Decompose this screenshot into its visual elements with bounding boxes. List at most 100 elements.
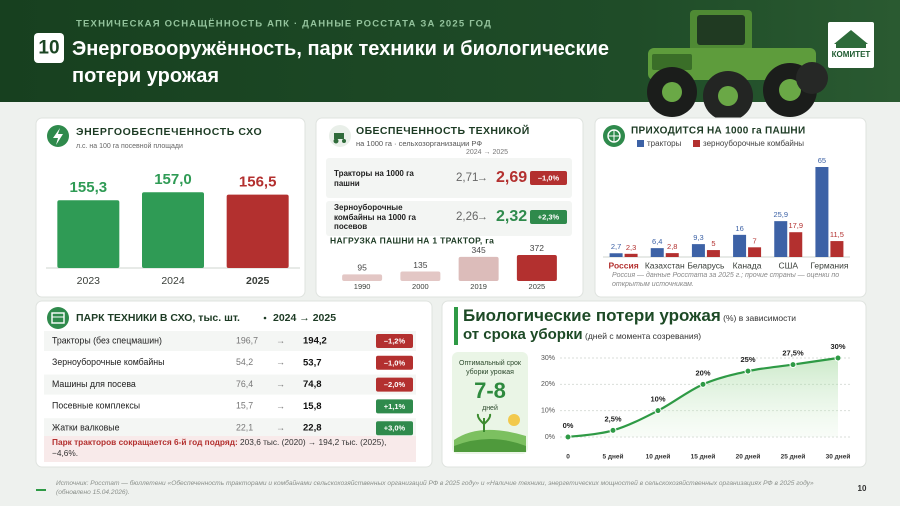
x-tick-label: Беларусь: [687, 260, 725, 270]
bar: [57, 200, 120, 268]
bar: [142, 192, 204, 268]
value-label: 25,9: [773, 210, 788, 219]
change-badge: [376, 334, 413, 348]
loss-area: [568, 358, 838, 437]
x-tick-label: 20 дней: [736, 453, 761, 461]
footer-source: Источник: Росстат — бюллетени «Обеспечен…: [56, 480, 814, 496]
loss-title: Биологические потери урожая (%) в зависи…: [463, 306, 796, 326]
row-bg: [44, 331, 416, 351]
arrow: →: [477, 211, 488, 223]
value-label: 95: [357, 263, 367, 273]
accent-bar: [454, 307, 458, 345]
panel-title: ПРИХОДИТСЯ НА 1000 га ПАШНИ: [631, 126, 805, 137]
value-from: 54,2: [236, 357, 253, 367]
bar: [609, 253, 623, 257]
change-label: +2,3%: [538, 212, 560, 221]
loss-title-main: Биологические потери урожая: [463, 306, 721, 325]
value-from: 2,71: [456, 172, 478, 184]
logo: КОМИТЕТ: [828, 22, 874, 68]
row-bg: [44, 374, 416, 395]
point: [744, 367, 752, 375]
chart-note: Россия — данные Росстата за 2025 г.; про…: [612, 272, 840, 288]
x-tick-label: 2000: [412, 282, 429, 291]
value-label: 2,8: [667, 242, 677, 251]
value-from: 196,7: [236, 335, 258, 345]
panel-title: ОБЕСПЕЧЕННОСТЬ ТЕХНИКОЙ: [356, 124, 530, 137]
point: [699, 380, 707, 388]
value-to: 2,69: [496, 169, 527, 186]
change-badge: [376, 355, 413, 370]
note-rest: 203,6 тыс. (2020) → 194,2 тыс. (2025), −…: [52, 437, 387, 458]
x-tick-label: Канада: [733, 260, 762, 270]
tractor-illustration: [647, 10, 828, 121]
fleet-note: Парк тракторов сокращается 6-й год подря…: [52, 437, 412, 459]
panel-subtitle: на 1000 га · сельхозорганизации РФ: [356, 139, 482, 148]
change-label: –1,2%: [384, 336, 406, 345]
value-label: 30%: [830, 342, 845, 351]
arrow: →: [276, 401, 285, 411]
arrow: →: [276, 423, 285, 433]
value-label: 10%: [650, 395, 665, 404]
x-tick-label: 2025: [529, 282, 546, 291]
note-bg: [44, 436, 416, 462]
card-unit: дней: [482, 404, 498, 412]
x-tick-label: США: [778, 260, 798, 270]
value-label: 6,4: [652, 237, 662, 246]
icon: [47, 125, 69, 147]
arrow: →: [276, 357, 285, 367]
value-to: 2,32: [496, 208, 527, 225]
legend-label: зерноуборочные комбайны: [703, 139, 804, 148]
card-title: Оптимальный срок уборки урожая: [459, 360, 521, 376]
bar: [458, 256, 499, 281]
x-tick-label: 10 дней: [646, 453, 671, 461]
row-label: Посевные комплексы: [52, 401, 140, 411]
point: [834, 354, 842, 362]
bar: [400, 271, 441, 281]
optimal-card: [452, 352, 528, 454]
change-label: +1,1%: [384, 402, 406, 411]
row-label: Машины для посева: [52, 379, 136, 389]
value-label: 17,9: [788, 221, 803, 230]
legend-swatch: [637, 140, 644, 147]
bar: [774, 221, 788, 257]
y-tick-label: 0%: [545, 434, 555, 441]
arrow: →: [477, 172, 488, 184]
value-label: 7: [752, 236, 756, 245]
row-label: Тракторы (без спецмашин): [52, 335, 162, 345]
bar: [691, 244, 705, 257]
x-tick-label: Германия: [810, 260, 849, 270]
x-tick-label: Россия: [608, 260, 638, 270]
value-label: 9,3: [693, 233, 703, 242]
separator-dot: [263, 316, 267, 320]
row-label: Тракторы на 1000 га пашни: [334, 169, 414, 188]
change-badge: [530, 171, 567, 185]
value-label: 27,5%: [782, 349, 804, 358]
value-from: 15,7: [236, 401, 253, 411]
legend-swatch: [693, 140, 700, 147]
slide-number-box: [34, 33, 64, 63]
value-label: 157,0: [154, 171, 192, 188]
point: [789, 361, 797, 369]
panel-subtitle: л.с. на 100 га посевной площади: [76, 142, 183, 150]
bar: [665, 253, 679, 257]
y-tick-label: 10%: [541, 408, 555, 415]
icon: [47, 307, 69, 329]
bar: [624, 253, 638, 257]
change-badge: [530, 210, 567, 224]
x-tick-label: 2019: [470, 282, 487, 291]
value-from: 76,4: [236, 379, 253, 389]
value-to: 15,8: [303, 401, 322, 412]
change-label: –1,0%: [384, 358, 406, 367]
change-badge: [376, 399, 413, 414]
value-label: 345: [472, 245, 486, 255]
value-from: 2,26: [456, 211, 478, 223]
row-label: Зерноуборочные комбайны на 1000 га посев…: [334, 203, 416, 231]
legend-label: тракторы: [647, 139, 682, 148]
row-bg: [326, 201, 572, 236]
value-to: 194,2: [303, 336, 327, 347]
logo-text: КОМИТЕТ: [832, 50, 871, 59]
period: 2024 → 2025: [466, 149, 508, 156]
arrow: →: [276, 335, 285, 345]
kicker: ТЕХНИЧЕСКАЯ ОСНАЩЁННОСТЬ АПК · ДАННЫЕ РО…: [76, 19, 492, 30]
